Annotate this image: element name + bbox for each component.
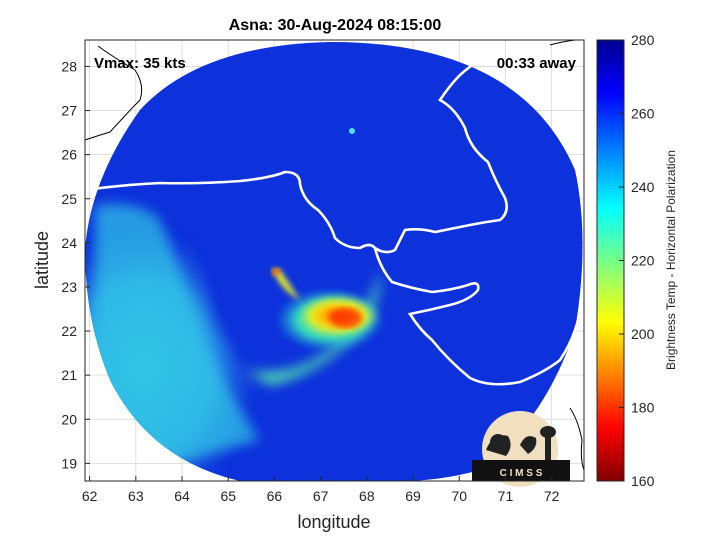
x-tick-label: 71 (498, 488, 514, 504)
colorbar: 280 260 240 220 200 180 160 Brightness Temp - … (596, 32, 678, 489)
colorbar-label: Brightness Temp - Horizontal Polarizatio… (664, 150, 678, 370)
y-tick-label: 27 (61, 103, 77, 119)
cimss-logo: C I M S S (472, 411, 570, 487)
figure-title: Asna: 30-Aug-2024 08:15:00 (229, 17, 442, 34)
colorbar-tick-label: 220 (631, 253, 655, 269)
colorbar-ticks: 280 260 240 220 200 180 160 (619, 32, 655, 489)
x-tick-label: 62 (82, 488, 98, 504)
vmax-label: Vmax: 35 kts (94, 55, 186, 72)
x-tick-label: 67 (313, 488, 329, 504)
x-tick-label: 68 (359, 488, 375, 504)
x-tick-label: 63 (128, 488, 144, 504)
logo-text: C I M S S (500, 468, 543, 479)
x-tick-label: 70 (451, 488, 467, 504)
y-tick-label: 23 (61, 279, 77, 295)
colorbar-tick-label: 160 (631, 473, 655, 489)
y-tick-label: 22 (61, 323, 77, 339)
colorbar-tick-label: 280 (631, 32, 655, 48)
x-tick-label: 72 (544, 488, 560, 504)
y-axis-label: latitude (32, 231, 52, 289)
colorbar-tick-label: 240 (631, 179, 655, 195)
y-tick-label: 28 (61, 58, 77, 74)
y-tick-label: 26 (61, 147, 77, 163)
colorbar-tick-label: 200 (631, 326, 655, 342)
colorbar-tick-label: 180 (631, 400, 655, 416)
y-tick-label: 24 (61, 235, 77, 251)
x-tick-label: 66 (267, 488, 283, 504)
x-axis-label: longitude (297, 512, 370, 532)
y-tick-label: 25 (61, 191, 77, 207)
y-tick-label: 19 (61, 455, 77, 471)
y-tick-label: 21 (61, 367, 77, 383)
time-away-label: 00:33 away (497, 55, 577, 72)
plot-frame (84, 39, 585, 482)
x-tick-label: 65 (220, 488, 236, 504)
x-tick-label: 69 (405, 488, 421, 504)
y-tick-label: 20 (61, 411, 77, 427)
x-tick-label: 64 (174, 488, 190, 504)
y-axis-ticks: 19 20 21 22 23 24 25 26 27 28 (61, 58, 90, 471)
x-axis-ticks: 62 63 64 65 66 67 68 69 70 71 72 (82, 476, 560, 504)
colorbar-tick-label: 260 (631, 106, 655, 122)
microwave-swath (85, 42, 583, 481)
